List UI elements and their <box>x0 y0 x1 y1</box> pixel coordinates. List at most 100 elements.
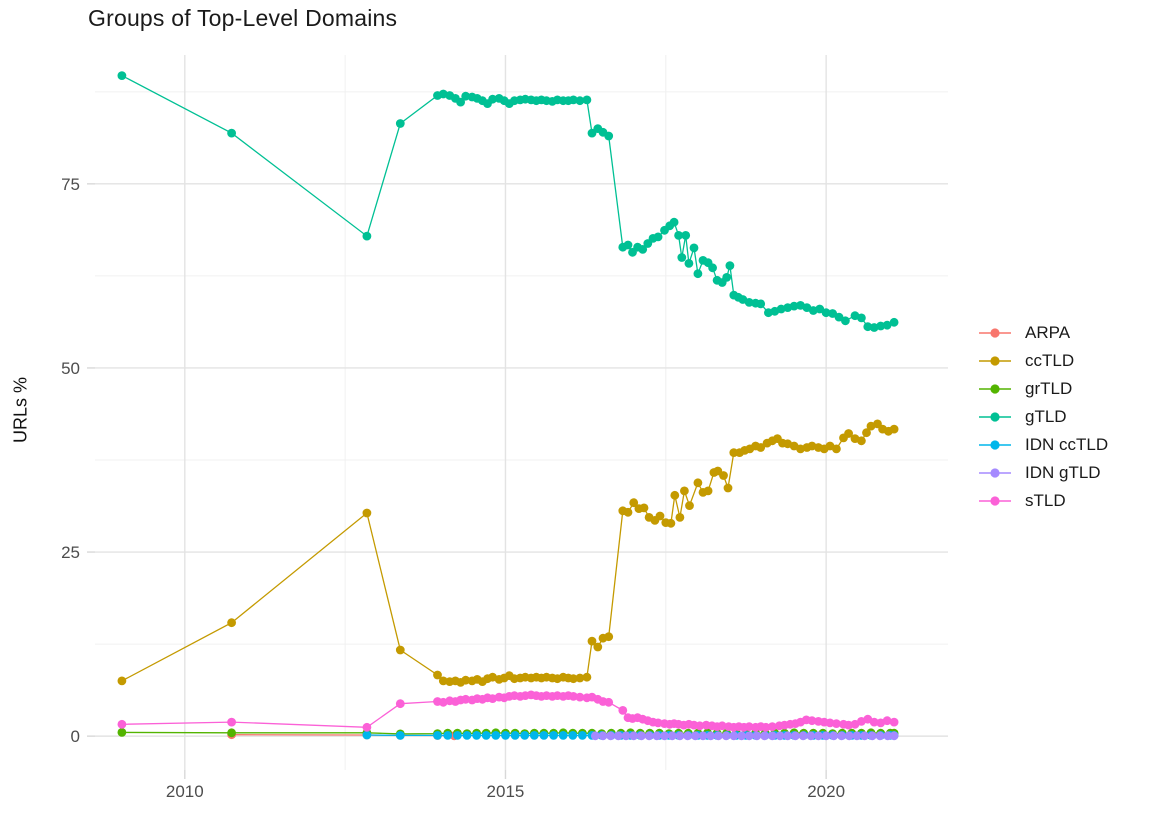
series-gtld-point <box>569 95 578 105</box>
series-idn-gtld-point <box>806 731 816 741</box>
series-idn-cctld-point <box>362 730 372 740</box>
series-gtld-point <box>653 232 663 242</box>
series-idn-gtld-point <box>883 731 893 741</box>
series-stld-point <box>362 722 372 732</box>
legend-key-idn-gtld-icon <box>979 468 1011 478</box>
series-gtld-point <box>456 97 465 107</box>
series-cctld-point <box>685 501 694 510</box>
series-gtld-point <box>677 253 687 262</box>
series-gtld-point <box>756 299 766 309</box>
series-cctld-point <box>582 672 592 682</box>
series-idn-cctld-point <box>472 731 481 740</box>
legend-key-cctld-icon <box>979 356 1011 366</box>
series-stld-points <box>117 690 899 732</box>
series-cctld-point <box>756 443 766 452</box>
series-gtld-point <box>227 128 237 138</box>
series-gtld-point <box>744 298 754 307</box>
series-cctld-point <box>857 436 866 446</box>
series-gtld-point <box>841 316 850 326</box>
legend-item-label: ARPA <box>1025 323 1071 342</box>
series-stld-point <box>461 694 471 704</box>
series-cctld-point <box>844 429 853 438</box>
series-cctld-point <box>693 478 703 488</box>
series-idn-cctld-point <box>462 731 472 740</box>
series-gtld-point <box>669 217 679 227</box>
x-axis-tick-label: 2010 <box>166 782 204 801</box>
series-stld-point <box>807 716 817 726</box>
series-idn-cctld-point <box>510 731 520 740</box>
series-cctld-point <box>655 511 665 521</box>
series-stld-point <box>882 716 892 726</box>
series-idn-gtld-point <box>698 731 708 741</box>
series-idn-gtld-point <box>675 731 685 741</box>
series-gtld-point <box>789 301 799 311</box>
series-idn-cctld-point <box>520 731 530 740</box>
series-stld-point <box>744 722 754 731</box>
legend-key-grtld-icon <box>979 384 1011 394</box>
series-stld-point <box>869 717 879 727</box>
series-cctld-point <box>433 670 442 680</box>
gridlines <box>95 55 948 770</box>
series-gtld-point <box>689 243 699 253</box>
y-axis-tick-label: 75 <box>61 175 80 194</box>
series-idn-gtld-point <box>889 731 899 741</box>
series-idn-gtld-point <box>867 731 877 741</box>
y-axis-tick-label: 50 <box>61 359 80 378</box>
series-gtld-point <box>674 231 683 240</box>
series-gtld-point <box>575 96 585 106</box>
series-stld-point <box>695 721 705 731</box>
series-stld-point <box>604 697 614 707</box>
series-cctld-point <box>832 444 841 454</box>
series-stld-point <box>825 718 835 728</box>
legend-item-arpa: ARPA <box>978 319 1108 347</box>
series-gtld-point <box>821 308 831 318</box>
series-cctld-point <box>438 676 448 686</box>
series-gtld-point <box>582 95 592 105</box>
series-stld-point <box>844 720 853 730</box>
series-gtld-point <box>488 94 497 104</box>
series-idn-gtld-point <box>783 731 793 741</box>
series-gtld-point <box>681 231 691 240</box>
series-idn-gtld-point <box>875 731 885 741</box>
series-idn-gtld-point <box>829 731 839 741</box>
series-gtld-point <box>876 321 886 331</box>
series-idn-cctld-point <box>568 731 578 740</box>
series-gtld-point <box>461 91 471 101</box>
series-cctld-point <box>639 503 649 513</box>
legend-key-gtld-icon <box>979 412 1011 422</box>
series-idn-gtld-point <box>621 731 631 741</box>
series-idn-cctld-point <box>539 731 549 740</box>
series-stld-point <box>653 718 663 728</box>
series-idn-cctld-point <box>529 731 539 740</box>
series-idn-gtld-point <box>798 731 808 741</box>
series-idn-gtld-point <box>767 731 777 741</box>
series-idn-gtld-point <box>729 731 739 741</box>
series-idn-gtld-point <box>714 731 723 741</box>
legend: ARPA ccTLD grTLD gTLD IDN ccTLD IDN gTLD sTLD <box>978 319 1108 515</box>
series-cctld-point <box>593 642 603 652</box>
series-idn-cctld-point <box>395 731 405 740</box>
series-cctld-point <box>719 471 728 480</box>
series-idn-gtld-point <box>814 731 823 741</box>
series-stld-point <box>717 721 727 731</box>
series-idn-cctld-point <box>558 731 568 740</box>
series-gtld-point <box>722 273 732 282</box>
legend-item-stld: sTLD <box>978 487 1108 515</box>
series-idn-cctld-point <box>578 731 587 740</box>
legend-item-gtld: gTLD <box>978 403 1108 431</box>
series-idn-gtld-point <box>690 731 700 741</box>
y-axis-tick-label: 0 <box>71 727 80 746</box>
series-stld-point <box>618 706 628 715</box>
series-cctld-point <box>604 632 614 642</box>
series-grtld-point <box>117 728 127 737</box>
legend-key-idn-cctld-icon <box>979 440 1011 450</box>
series-cctld-points <box>117 419 899 687</box>
legend-item-label: gTLD <box>1025 407 1067 426</box>
series-idn-gtld-points <box>590 731 899 741</box>
x-axis-tick-label: 2015 <box>487 782 525 801</box>
series-idn-gtld-point <box>760 731 769 741</box>
series-gtld-line <box>121 75 895 329</box>
series-idn-gtld-point <box>721 731 731 741</box>
legend-item-label: sTLD <box>1025 491 1066 510</box>
series-idn-gtld-point <box>706 731 716 741</box>
